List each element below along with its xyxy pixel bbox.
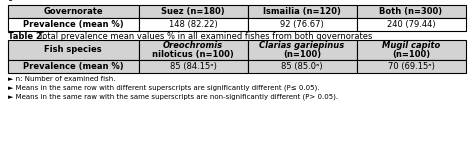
Text: Oreochromis: Oreochromis <box>163 41 223 50</box>
Text: 92 (76.67): 92 (76.67) <box>280 20 324 29</box>
Text: 85 (84.15ᵃ): 85 (84.15ᵃ) <box>170 62 217 71</box>
Text: 85 (85.0ᵃ): 85 (85.0ᵃ) <box>281 62 323 71</box>
Bar <box>138 18 247 31</box>
Bar <box>247 40 356 60</box>
Text: Mugil capito: Mugil capito <box>382 41 440 50</box>
Text: Prevalence (mean %): Prevalence (mean %) <box>23 62 124 71</box>
Text: Governorate: Governorate <box>44 7 103 16</box>
Bar <box>356 18 465 31</box>
Bar <box>138 60 247 73</box>
Bar <box>138 5 247 18</box>
Text: ► Means in the same row with different superscripts are significantly different : ► Means in the same row with different s… <box>8 84 319 91</box>
Text: Total prevalence mean values % in all examined fishes from both governorates: Total prevalence mean values % in all ex… <box>36 32 373 41</box>
Text: 240 (79.44): 240 (79.44) <box>387 20 435 29</box>
Text: governorates: governorates <box>8 0 64 1</box>
Bar <box>247 60 356 73</box>
Text: ► Means in the same raw with the same superscripts are non-significantly differe: ► Means in the same raw with the same su… <box>8 93 338 100</box>
Bar <box>8 60 138 73</box>
Text: Suez (n=180): Suez (n=180) <box>161 7 225 16</box>
Text: Ismailia (n=120): Ismailia (n=120) <box>263 7 341 16</box>
Text: (n=100): (n=100) <box>283 50 321 59</box>
Text: 148 (82.22): 148 (82.22) <box>169 20 218 29</box>
Bar <box>356 40 465 60</box>
Text: niloticus (n=100): niloticus (n=100) <box>152 50 234 59</box>
Bar <box>356 60 465 73</box>
Bar <box>8 18 138 31</box>
Text: Both (n=300): Both (n=300) <box>380 7 443 16</box>
Text: (n=100): (n=100) <box>392 50 430 59</box>
Bar <box>247 18 356 31</box>
Bar <box>138 40 247 60</box>
Text: Table 2.: Table 2. <box>8 32 45 41</box>
Text: ► n: Number of examined fish.: ► n: Number of examined fish. <box>8 76 116 82</box>
Text: 70 (69.15ᵃ): 70 (69.15ᵃ) <box>388 62 435 71</box>
Text: Fish species: Fish species <box>45 45 102 55</box>
Bar <box>356 5 465 18</box>
Text: Clarias gariepinus: Clarias gariepinus <box>259 41 345 50</box>
Bar <box>8 40 138 60</box>
Bar <box>247 5 356 18</box>
Text: Prevalence (mean %): Prevalence (mean %) <box>23 20 124 29</box>
Bar <box>8 5 138 18</box>
